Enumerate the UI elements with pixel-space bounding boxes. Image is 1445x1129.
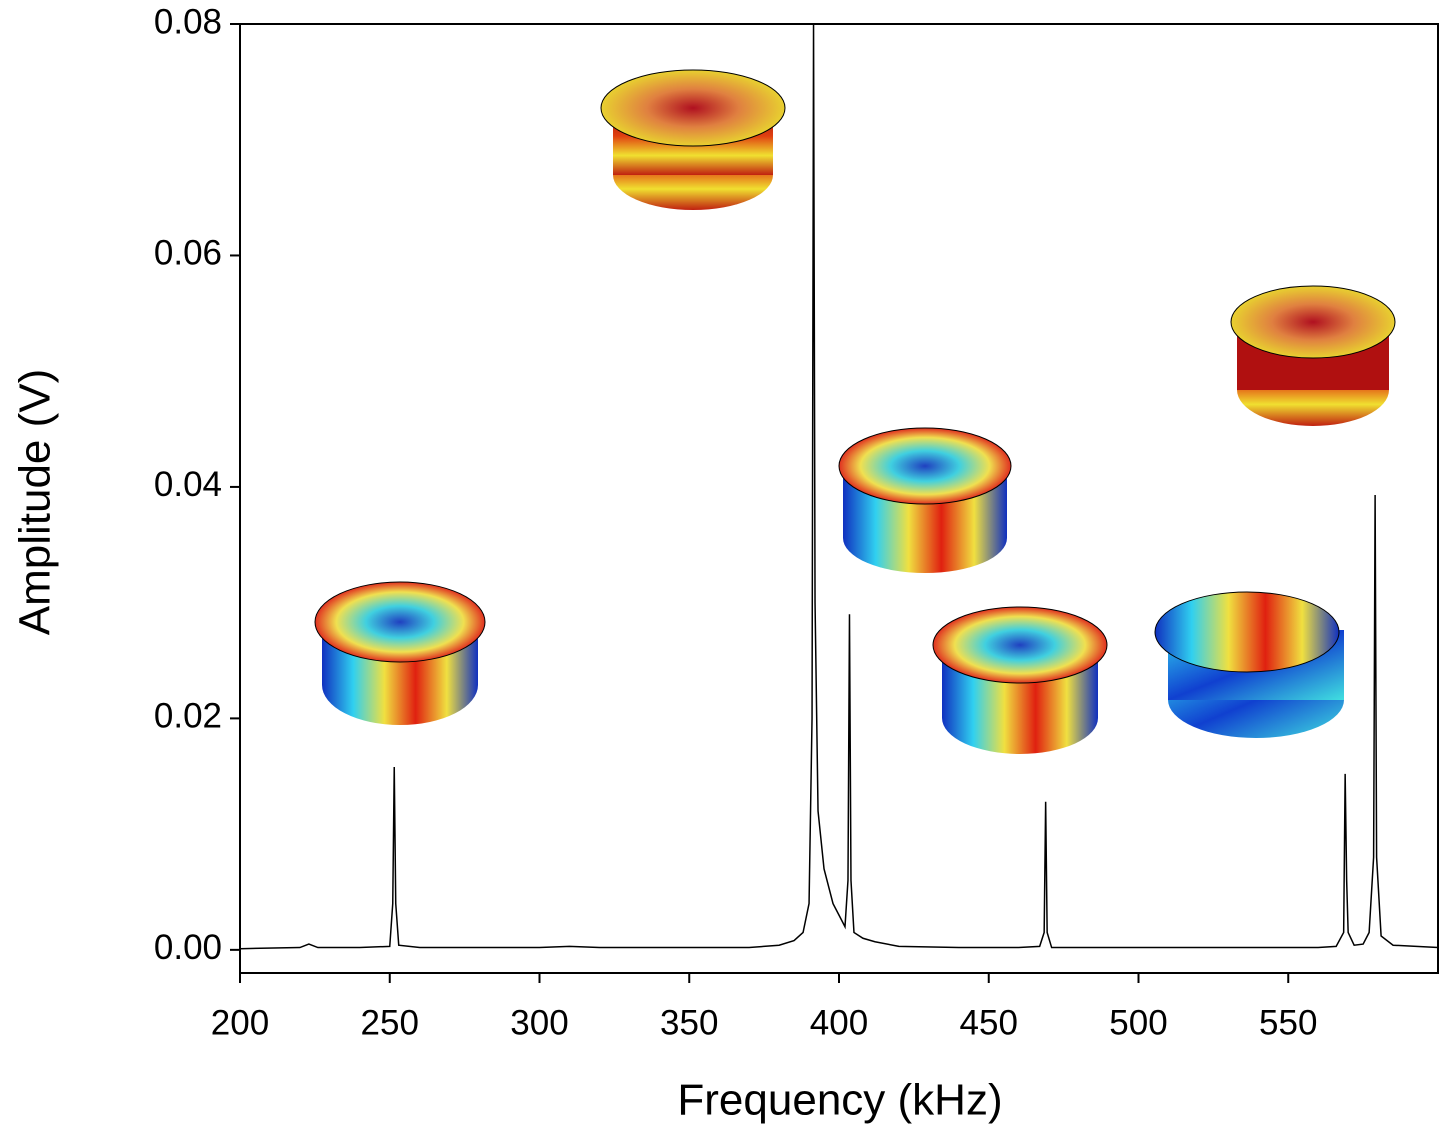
spectrum-line bbox=[240, 24, 1438, 950]
x-tick-label: 450 bbox=[960, 1003, 1018, 1042]
mode-inset bbox=[314, 581, 486, 725]
x-tick-label: 350 bbox=[660, 1003, 718, 1042]
x-tick-label: 500 bbox=[1109, 1003, 1167, 1042]
x-tick-label: 200 bbox=[211, 1003, 269, 1042]
x-tick-label: 550 bbox=[1259, 1003, 1317, 1042]
mode-inset bbox=[1230, 285, 1396, 426]
mode-inset bbox=[1154, 591, 1344, 738]
x-tick-label: 400 bbox=[810, 1003, 868, 1042]
mode-inset bbox=[600, 69, 786, 210]
y-tick-label: 0.08 bbox=[154, 2, 222, 41]
y-tick-label: 0.00 bbox=[154, 928, 222, 967]
mode-inset bbox=[932, 606, 1108, 754]
x-tick-label: 300 bbox=[510, 1003, 568, 1042]
plot-frame bbox=[239, 23, 1439, 974]
y-tick-label: 0.04 bbox=[154, 465, 222, 504]
y-tick-label: 0.06 bbox=[154, 234, 222, 273]
mode-inset bbox=[838, 427, 1012, 573]
y-tick-label: 0.02 bbox=[154, 697, 222, 736]
x-axis-label: Frequency (kHz) bbox=[677, 1076, 1002, 1125]
y-axis-label: Amplitude (V) bbox=[11, 369, 60, 636]
x-tick-label: 250 bbox=[361, 1003, 419, 1042]
